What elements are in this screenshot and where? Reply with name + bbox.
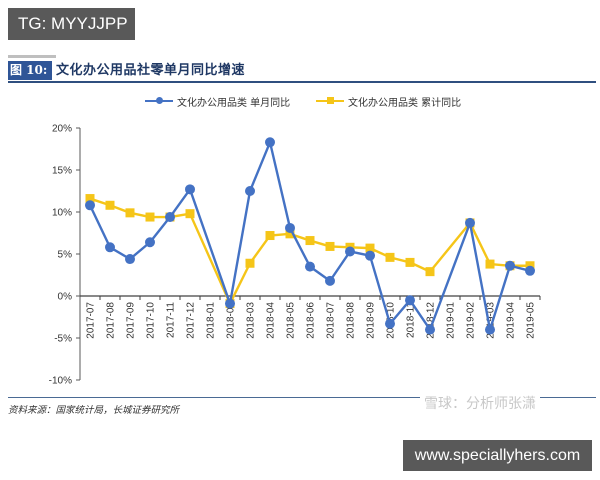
data-point: [245, 186, 255, 196]
x-tick-label: 2019-04: [506, 302, 517, 339]
figure-title-row: 图 10: 文化办公用品社零单月同比增速: [8, 61, 596, 81]
data-point: [405, 295, 415, 306]
data-point: [105, 200, 115, 210]
data-point: [485, 259, 495, 269]
site-label: www.speciallyhers.com: [403, 440, 592, 471]
y-tick-label: -10%: [49, 376, 72, 387]
data-point: [245, 258, 255, 268]
data-point: [485, 324, 495, 335]
legend-item-cumulative: 文化办公用品类 累计同比: [316, 93, 461, 109]
source-note: 资料来源：国家统计局，长城证券研究所: [8, 405, 180, 416]
data-point: [285, 222, 295, 233]
source-divider: [8, 397, 596, 398]
data-point: [125, 254, 135, 265]
x-tick-label: 2018-07: [326, 302, 337, 339]
data-point: [505, 260, 515, 271]
data-point: [285, 229, 295, 239]
data-point: [85, 200, 95, 211]
y-axis: -10% -5% 0% 5% 10% 15% 20%: [49, 124, 81, 387]
data-point: [185, 209, 195, 219]
x-tick-label: 2018-02: [226, 302, 237, 339]
figure-number: 图 10:: [8, 61, 52, 80]
tg-label: TG: MYYJJPP: [8, 8, 135, 40]
x-tick-label: 2017-12: [186, 302, 197, 339]
data-point: [145, 212, 155, 222]
line-chart: -10%-5%0%5%10%15%20% 2017-07 2017-08 2017-…: [49, 124, 541, 387]
data-point: [325, 275, 335, 286]
data-point: [85, 194, 95, 204]
decorative-bar: [8, 55, 56, 58]
x-tick-label: 2018-08: [346, 302, 357, 339]
data-point: [345, 246, 355, 257]
legend-label-monthly: 文化办公用品类 单月同比: [177, 97, 291, 109]
y-tick-label: 5%: [58, 250, 73, 261]
circle-marker-icon: [145, 93, 173, 109]
data-point: [105, 242, 115, 253]
data-point: [325, 241, 335, 251]
legend-label-cumulative: 文化办公用品类 累计同比: [348, 97, 462, 109]
data-point: [385, 252, 395, 262]
y-tick-label: 15%: [52, 166, 72, 177]
x-tick-label: 2019-01: [446, 302, 457, 339]
x-tick-label: 2018-12: [426, 302, 437, 339]
data-point: [305, 261, 315, 272]
x-tick-label: 2017-11: [166, 302, 177, 338]
x-tick-label: 2018-11: [406, 302, 417, 338]
x-tick-label: 2018-05: [286, 302, 297, 339]
x-axis: 2017-07 2017-08 2017-09 2017-10 2017-11 2017-…: [80, 295, 541, 339]
x-tick-label: 2017-09: [126, 302, 137, 339]
y-tick-label: -5%: [54, 334, 72, 345]
legend-item-monthly: 文化办公用品类 单月同比: [145, 93, 290, 109]
data-point: [425, 324, 435, 335]
data-point: [225, 298, 235, 309]
y-tick-label: 10%: [52, 208, 72, 219]
x-tick-label: 2017-08: [106, 302, 117, 339]
data-point: [525, 265, 535, 276]
x-tick-label: 2019-03: [486, 302, 497, 339]
data-point: [265, 231, 275, 241]
title-divider: [8, 81, 596, 83]
data-point: [425, 267, 435, 277]
watermark: 雪球：分析师张潇: [420, 393, 540, 413]
x-tick-label: 2019-02: [466, 302, 477, 339]
data-point: [385, 318, 395, 329]
square-marker-icon: [316, 93, 344, 109]
data-point: [305, 236, 315, 246]
chart-series: [85, 137, 535, 335]
x-tick-label: 2019-05: [526, 302, 537, 339]
x-tick-label: 2018-06: [306, 302, 317, 339]
x-tick-label: 2018-04: [266, 302, 277, 339]
data-point: [525, 261, 535, 271]
y-tick-label: 0%: [58, 292, 73, 303]
data-point: [365, 243, 375, 253]
data-point: [125, 208, 135, 218]
data-point: [145, 237, 155, 248]
data-point: [405, 257, 415, 267]
x-tick-label: 2018-03: [246, 302, 257, 339]
data-point: [165, 212, 175, 223]
data-point: [465, 217, 475, 228]
data-point: [265, 137, 275, 148]
chart-legend: 文化办公用品类 单月同比 文化办公用品类 累计同比: [0, 93, 600, 109]
data-point: [365, 250, 375, 261]
x-tick-label: 2018-01: [206, 302, 217, 339]
x-tick-label: 2018-09: [366, 302, 377, 339]
figure-title: 文化办公用品社零单月同比增速: [56, 63, 246, 78]
x-tick-label: 2017-10: [146, 302, 157, 339]
data-point: [185, 184, 195, 195]
x-tick-label: 2017-07: [86, 302, 97, 339]
y-tick-label: 20%: [52, 124, 72, 135]
